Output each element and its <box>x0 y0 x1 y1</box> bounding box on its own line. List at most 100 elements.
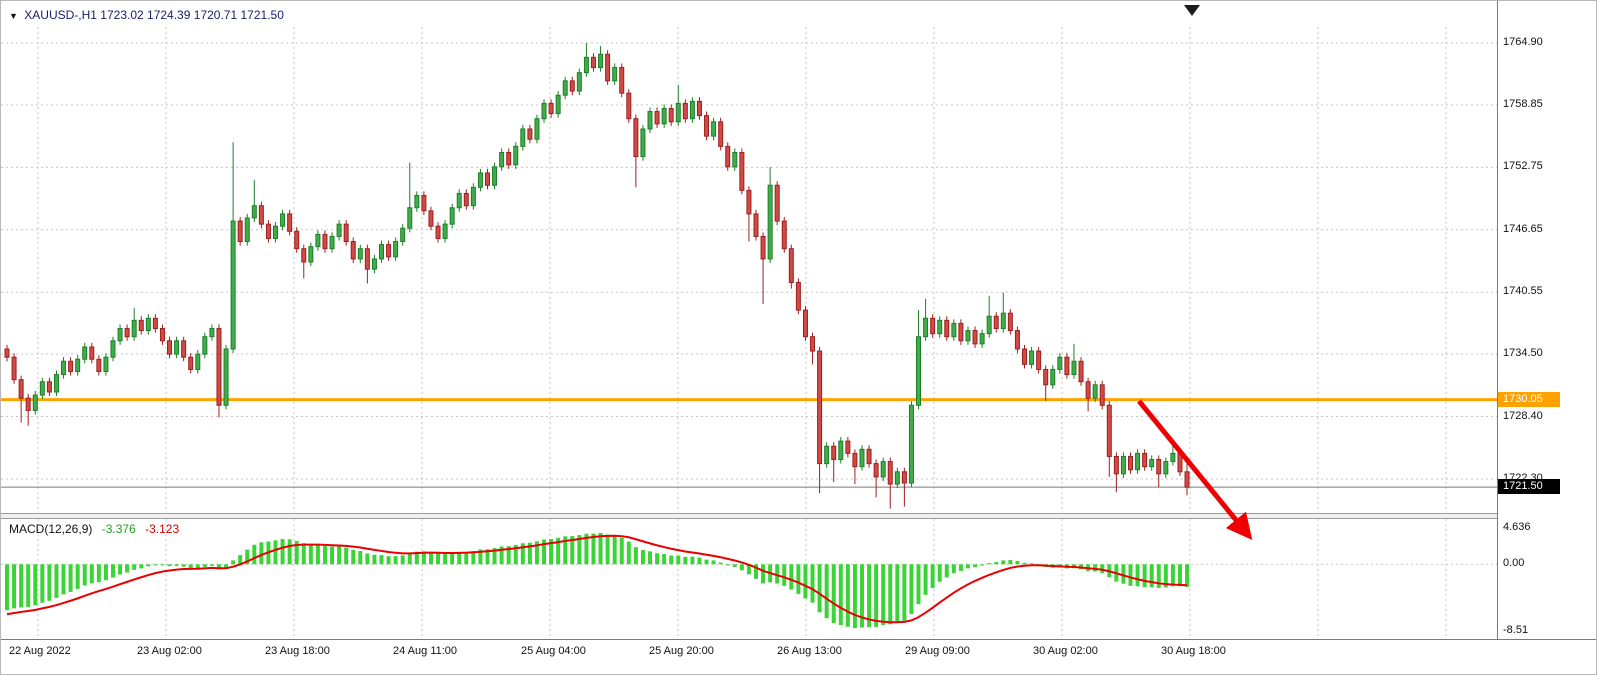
candle-body <box>845 440 851 454</box>
candle-body <box>1092 384 1098 399</box>
candle-body <box>181 340 187 358</box>
candle-body <box>654 111 660 125</box>
price-axis-label: 1740.55 <box>1503 285 1543 298</box>
candle-body <box>612 67 618 82</box>
candle-body <box>732 152 738 168</box>
hline-price-badge: 1730.05 <box>1498 391 1560 407</box>
chart-shift-marker-icon[interactable] <box>1184 5 1200 16</box>
candle-body <box>329 235 335 250</box>
candle-body <box>668 107 674 123</box>
candle-body <box>1099 384 1105 406</box>
candle-body <box>11 356 17 381</box>
ohlc-high: 1724.39 <box>147 8 191 22</box>
candle-body <box>810 336 816 352</box>
candle-body <box>1043 368 1049 386</box>
candle-body <box>393 241 399 258</box>
candle-body <box>824 445 830 465</box>
candle-body <box>484 172 490 186</box>
candle-body <box>548 102 554 115</box>
candle-body <box>1113 455 1119 475</box>
candle-body <box>725 145 731 168</box>
candle-body <box>626 92 632 120</box>
time-axis-label: 23 Aug 18:00 <box>265 645 330 657</box>
candle-body <box>308 246 314 263</box>
candle-body <box>696 100 702 117</box>
candle-body <box>145 317 151 332</box>
candle-body <box>230 220 236 350</box>
macd-axis-label: -8.51 <box>1503 623 1529 636</box>
candle-body <box>357 248 363 260</box>
macd-signal-line <box>6 534 1188 624</box>
candle-body <box>1127 455 1133 471</box>
candle-body <box>18 379 24 399</box>
price-axis-label: 1752.75 <box>1503 160 1543 173</box>
candle-body <box>188 356 194 370</box>
candle-body <box>96 358 102 373</box>
candle-body <box>209 328 215 338</box>
candle-body <box>89 346 95 360</box>
candle-body <box>273 225 279 239</box>
candle-body <box>1078 360 1084 383</box>
symbol-dropdown-icon[interactable]: ▼ <box>9 11 18 21</box>
candle-body <box>1085 381 1091 399</box>
candle-body <box>838 440 844 461</box>
candle-body <box>1000 312 1006 330</box>
candle-body <box>237 220 243 243</box>
macd-value-signal: -3.123 <box>145 522 180 536</box>
candle-body <box>1149 459 1155 468</box>
time-axis-label: 30 Aug 02:00 <box>1033 645 1098 657</box>
candle-body <box>965 330 971 342</box>
candle-body <box>1057 356 1063 370</box>
candle-body <box>103 356 109 373</box>
candle-body <box>1170 452 1176 463</box>
candle-body <box>39 381 45 396</box>
macd-name: MACD(12,26,9) <box>9 522 93 536</box>
candle-body <box>1177 452 1183 473</box>
candle-body <box>951 322 957 338</box>
candle-body <box>61 360 67 376</box>
candle-body <box>633 118 639 158</box>
candle-body <box>202 336 208 355</box>
time-axis-label: 22 Aug 2022 <box>9 645 71 657</box>
candle-body <box>739 152 745 191</box>
time-axis-label: 25 Aug 20:00 <box>649 645 714 657</box>
candle-body <box>993 315 999 330</box>
candle-body <box>880 461 886 478</box>
symbol-info-bar: ▼ XAUUSD-,H1 1723.02 1724.39 1720.71 172… <box>9 8 284 22</box>
candle-body <box>301 248 307 263</box>
candle-body <box>421 194 427 212</box>
candle-body <box>937 319 943 335</box>
candle-body <box>541 102 547 120</box>
candle-body <box>492 166 498 186</box>
price-chart-canvas[interactable] <box>1 1 1497 513</box>
candle-body <box>802 309 808 338</box>
candle-body <box>520 128 526 147</box>
candle-body <box>336 223 342 237</box>
price-axis-label: 1734.50 <box>1503 347 1543 360</box>
macd-canvas[interactable] <box>1 519 1497 638</box>
candle-body <box>138 319 144 332</box>
candle-body <box>605 53 611 82</box>
candle-body <box>831 445 837 461</box>
candle-body <box>152 317 158 330</box>
candle-body <box>887 461 893 485</box>
candle-body <box>131 319 137 338</box>
candle-body <box>280 213 286 227</box>
candle-body <box>82 346 88 360</box>
candle-body <box>958 322 964 342</box>
candle-body <box>753 213 759 237</box>
candle-body <box>1184 471 1190 488</box>
macd-value-main: -3.376 <box>101 522 136 536</box>
candle-body <box>513 145 519 166</box>
candle-body <box>689 100 695 120</box>
panel-splitter[interactable] <box>1 513 1596 519</box>
candle-body <box>68 360 74 373</box>
candle-body <box>343 223 349 243</box>
macd-axis-label: 0.00 <box>1503 557 1525 570</box>
price-axis-strip <box>1497 1 1596 674</box>
candle-body <box>640 128 646 158</box>
time-axis-label: 29 Aug 09:00 <box>905 645 970 657</box>
candle-body <box>1163 461 1169 475</box>
candle-body <box>972 330 978 345</box>
